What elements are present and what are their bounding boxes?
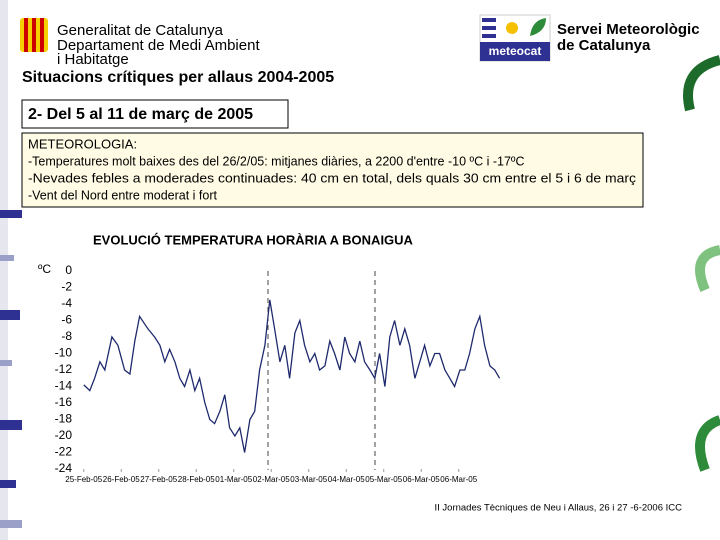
x-tick-label: 25-Feb-05 bbox=[65, 475, 102, 484]
org-line: Generalitat de Catalunya bbox=[57, 22, 224, 39]
y-tick-label: -4 bbox=[61, 296, 72, 310]
y-tick-label: 0 bbox=[65, 263, 72, 277]
x-tick-label: 02-Mar-05 bbox=[253, 475, 290, 484]
x-tick-label: 03-Mar-05 bbox=[290, 475, 327, 484]
y-tick-label: -24 bbox=[55, 461, 73, 475]
x-tick-label: 28-Feb-05 bbox=[178, 475, 215, 484]
x-tick-label: 27-Feb-05 bbox=[140, 475, 177, 484]
y-tick-label: -12 bbox=[55, 362, 73, 376]
y-tick-label: -8 bbox=[61, 329, 72, 343]
x-tick-label: 01-Mar-05 bbox=[215, 475, 252, 484]
section-title: 2- Del 5 al 11 de març de 2005 bbox=[28, 106, 253, 123]
note-line: -Nevades febles a moderades continuades:… bbox=[28, 171, 636, 185]
meteocat-logo: meteocat bbox=[479, 14, 551, 62]
chart-area bbox=[40, 230, 500, 492]
x-tick-label: 05-Mar-05 bbox=[365, 475, 402, 484]
logo-text: meteocat bbox=[489, 44, 542, 58]
left-decoration bbox=[0, 0, 22, 540]
temperature-line bbox=[83, 299, 501, 453]
note-heading: METEOROLOGIA: bbox=[28, 136, 137, 151]
org-line: Departament de Medi Ambient bbox=[57, 37, 260, 54]
service-line: Servei Meteorològic bbox=[557, 21, 700, 38]
x-tick-label: 04-Mar-05 bbox=[328, 475, 365, 484]
y-axis-label: ºC bbox=[38, 262, 51, 276]
y-tick-label: -22 bbox=[55, 445, 73, 459]
service-line: de Catalunya bbox=[557, 37, 651, 54]
right-decoration bbox=[683, 55, 720, 472]
footer: II Jornades Tècniques de Neu i Allaus, 2… bbox=[435, 503, 683, 514]
org-line: i Habitatge bbox=[57, 51, 129, 68]
section-box bbox=[21, 99, 289, 129]
x-tick-label: 06-Mar-05 bbox=[440, 475, 477, 484]
gencat-logo bbox=[20, 18, 48, 52]
chart-title: EVOLUCIÓ TEMPERATURA HORÀRIA A BONAIGUA bbox=[93, 232, 414, 247]
x-tick-label: 26-Feb-05 bbox=[103, 475, 140, 484]
x-tick-label: 06-Mar-05 bbox=[403, 475, 440, 484]
y-tick-label: -6 bbox=[61, 313, 72, 327]
note-line: -Temperatures molt baixes des del 26/2/0… bbox=[28, 154, 525, 168]
y-tick-label: -10 bbox=[55, 346, 73, 360]
note-box bbox=[21, 132, 644, 208]
page-title: Situacions crítiques per allaus 2004-200… bbox=[22, 69, 334, 86]
y-tick-label: -14 bbox=[55, 379, 73, 393]
y-tick-label: -20 bbox=[55, 428, 73, 442]
y-tick-label: -16 bbox=[55, 395, 73, 409]
y-tick-label: -18 bbox=[55, 412, 73, 426]
y-tick-label: -2 bbox=[61, 280, 72, 294]
note-line: -Vent del Nord entre moderat i fort bbox=[28, 188, 218, 202]
